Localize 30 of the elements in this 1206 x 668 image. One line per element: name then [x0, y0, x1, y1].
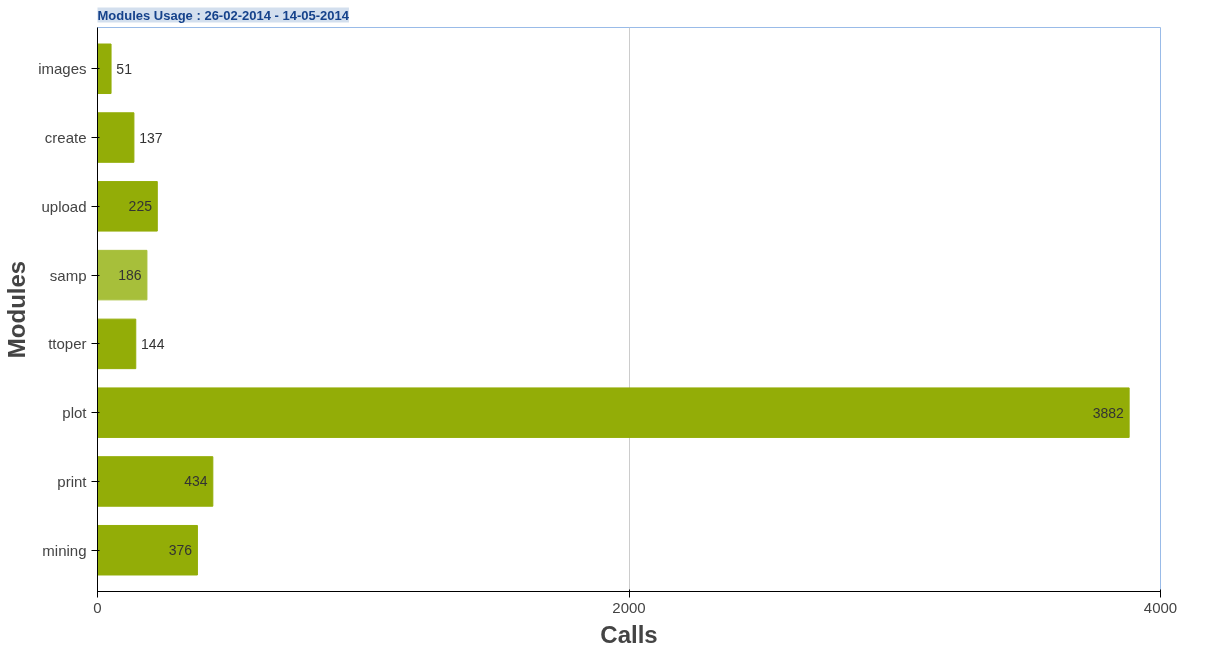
y-tick-label: mining	[42, 541, 87, 559]
y-tick-label: upload	[41, 197, 87, 215]
y-tick-label: create	[44, 129, 87, 147]
x-axis-title: Calls	[600, 620, 658, 648]
data-label: 225	[128, 198, 153, 215]
data-label: 144	[141, 335, 165, 352]
x-tick-label: 2000	[612, 598, 646, 616]
y-axis-title: Modules	[3, 260, 31, 359]
y-tick-label: samp	[49, 266, 87, 284]
y-tick-label: images	[38, 60, 87, 78]
data-label: 434	[184, 473, 208, 490]
bar	[97, 181, 158, 232]
chart-title: Modules Usage : 26-02-2014 - 14-05-2014	[97, 7, 350, 23]
y-tick-label: plot	[62, 404, 88, 422]
data-label: 3882	[1092, 404, 1125, 421]
bar	[97, 112, 135, 163]
x-tick-label: 0	[93, 598, 102, 616]
bar	[97, 318, 137, 370]
x-tick-label: 4000	[1143, 598, 1178, 616]
data-label: 376	[168, 542, 193, 559]
bar	[97, 43, 112, 95]
data-label: 186	[118, 267, 142, 284]
bar	[97, 249, 148, 301]
data-label: 137	[139, 129, 163, 146]
bar	[97, 524, 198, 576]
y-tick-label: ttoper	[48, 335, 87, 353]
y-tick-label: print	[57, 472, 88, 490]
bar	[97, 387, 1130, 438]
bar	[97, 456, 214, 507]
data-label: 51	[116, 60, 133, 77]
